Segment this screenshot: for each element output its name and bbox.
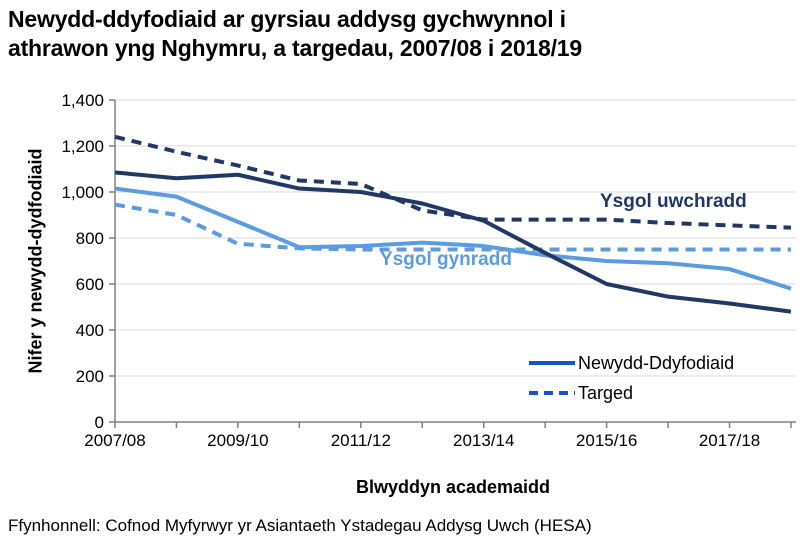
chart-title: Newydd-ddyfodiaid ar gyrsiau addysg gych… xyxy=(8,5,582,63)
y-tick-label: 400 xyxy=(76,321,104,340)
y-tick-label: 1,200 xyxy=(61,137,104,156)
y-tick-label: 200 xyxy=(76,367,104,386)
chart-title-line1: Newydd-ddyfodiaid ar gyrsiau addysg gych… xyxy=(8,6,566,32)
chart-title-line2: athrawon yng Nghymru, a targedau, 2007/0… xyxy=(8,35,582,61)
series-line-3-solid xyxy=(114,186,792,291)
series-label-ysgol-gynradd: Ysgol gynradd xyxy=(380,249,512,270)
series-line-2-dashed xyxy=(114,134,792,230)
x-tick-label: 2009/10 xyxy=(207,431,268,450)
legend-entry-newydd-ddyfodiaid: Newydd-Ddyfodiaid xyxy=(528,348,734,378)
y-tick-label: 800 xyxy=(76,229,104,248)
x-axis-title: Blwyddyn academaidd xyxy=(355,477,551,497)
x-tick-label: 2015/16 xyxy=(576,431,637,450)
legend-entry-targed: Targed xyxy=(528,378,734,408)
solid-line-sample-icon xyxy=(529,361,575,365)
y-tick-label: 1,400 xyxy=(61,91,104,110)
legend-label-targed: Targed xyxy=(578,382,634,403)
x-tick-label: 2007/08 xyxy=(84,431,145,450)
y-tick-label: 0 xyxy=(95,413,104,432)
y-tick-label: 1,000 xyxy=(61,183,104,202)
x-tick-label: 2017/18 xyxy=(699,431,760,450)
y-tick-label: 600 xyxy=(76,275,104,294)
series-line-4-dashed xyxy=(114,202,791,252)
source-note: Ffynhonnell: Cofnod Myfyrwyr yr Asiantae… xyxy=(8,516,592,535)
dashed-line-sample-icon xyxy=(529,391,575,395)
x-tick-label: 2013/14 xyxy=(453,431,514,450)
chart-legend: Newydd-Ddyfodiaid Targed xyxy=(528,348,734,408)
legend-label-newydd-ddyfodiaid: Newydd-Ddyfodiaid xyxy=(578,352,735,373)
series-line-1-solid xyxy=(114,170,792,314)
series-label-ysgol-uwchradd: Ysgol uwchradd xyxy=(600,191,747,212)
x-tick-label: 2011/12 xyxy=(331,431,391,450)
